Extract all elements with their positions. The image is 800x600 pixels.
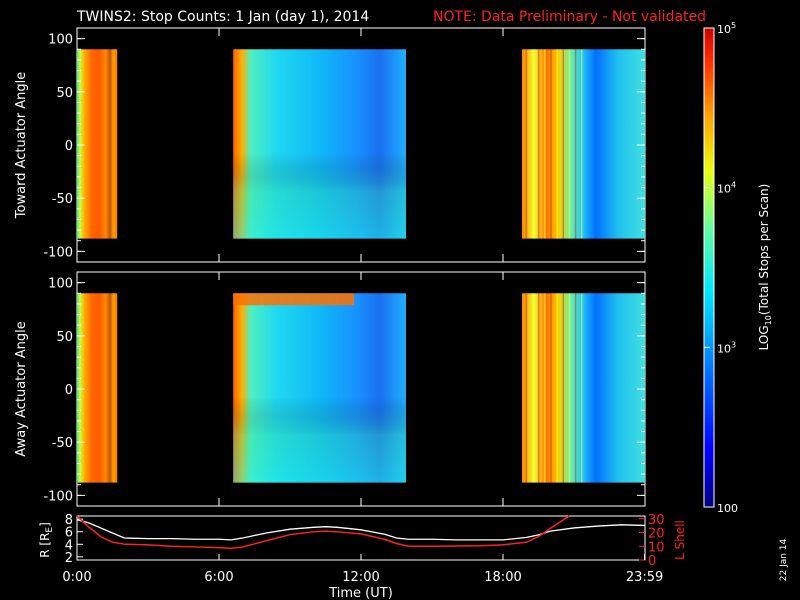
x-tick-label: 6:00 (204, 570, 233, 585)
r-label-part: R [R (38, 533, 52, 558)
colorbar-tick-label: 103 (717, 340, 736, 355)
r-label-close: ] (38, 522, 52, 527)
heatmap-blocks (77, 49, 645, 239)
y-tick-label: -50 (52, 192, 73, 207)
l-shell-label: L Shell (673, 520, 687, 560)
heatmap-stripe (544, 293, 546, 483)
y-tick-label: 0 (65, 139, 73, 154)
heatmap-stripe (531, 293, 534, 483)
tick-base: 10 (717, 342, 731, 355)
heatmap-stripe (537, 49, 540, 239)
colorbar-gradient (703, 27, 715, 508)
y-tick-label: -50 (52, 436, 73, 451)
y-tick-label: -100 (43, 489, 73, 504)
heatmap-stripe (568, 49, 571, 239)
l-tick-label: 30 (648, 513, 665, 528)
figure-title: TWINS2: Stop Counts: 1 Jan (day 1), 2014 (76, 9, 369, 25)
tick-base: 10 (717, 183, 731, 196)
heatmap-stripe (556, 293, 558, 483)
heatmap-stripe (581, 293, 583, 483)
colorbar-tick-label: 104 (717, 181, 736, 196)
y-tick-label: 100 (48, 33, 73, 48)
heatmap-stripe (562, 293, 565, 483)
tick-exponent: 4 (731, 181, 736, 190)
x-tick-label: 0:00 (62, 570, 91, 585)
heatmap-stripe (562, 49, 565, 239)
away-actuator-panel: 100 50 0 -50 -100 Away Actuator Angle (14, 271, 646, 507)
x-tick-label: 23:59 (626, 570, 663, 585)
preliminary-note: NOTE: Data Preliminary - Not validated (433, 9, 706, 25)
y-tick-label: 100 (48, 277, 73, 292)
heatmap-block-shade (233, 293, 406, 483)
r-series-line (76, 519, 645, 541)
tick-exponent: 5 (731, 21, 736, 30)
r-tick-label: 2 (65, 551, 73, 566)
heatmap-stripe (531, 49, 534, 239)
y-tick-label: 50 (56, 86, 73, 101)
y-axis-label: Toward Actuator Angle (14, 72, 29, 219)
r-axis-label: R [RE] (38, 522, 55, 558)
cb-label-log: LOG (757, 325, 771, 350)
tick-base: 100 (717, 502, 738, 515)
cb-label-rest: (Total Stops per Scan) (757, 184, 771, 315)
y-axis-label: Away Actuator Angle (14, 321, 29, 456)
colorbar-tick-label: 100 (717, 502, 738, 515)
r-tick-label: 6 (65, 526, 73, 541)
cb-label-sub: 10 (764, 315, 773, 325)
heatmap-stripe (568, 293, 571, 483)
heatmap-block (77, 293, 118, 483)
x-tick-label: 12:00 (342, 570, 379, 585)
heatmap-block (77, 49, 118, 239)
heatmap-stripe (550, 49, 552, 239)
heatmap-band (233, 293, 355, 306)
heatmap-stripe (574, 293, 577, 483)
l-shell-series-line (76, 515, 570, 550)
x-tick-label: 18:00 (484, 570, 521, 585)
l-tick-label: 10 (648, 540, 665, 555)
tick-exponent: 3 (731, 340, 736, 349)
y-axis: 100 50 0 -50 -100 (43, 28, 646, 262)
heatmap-block-shade (233, 49, 406, 239)
l-tick-label: 20 (648, 527, 665, 542)
heatmap-stripe (556, 49, 558, 239)
heatmap-stripe (525, 49, 528, 239)
r-tick-label: 8 (65, 513, 73, 528)
heatmap-stripe (574, 49, 577, 239)
y-tick-label: -100 (43, 245, 73, 260)
toward-actuator-panel: 100 50 0 -50 -100 Toward Actuator Angle (14, 27, 646, 263)
r-tick-label: 4 (65, 538, 73, 553)
y-axis: 100 50 0 -50 -100 (43, 272, 646, 506)
colorbar-label: LOG10(Total Stops per Scan) (757, 184, 773, 351)
tick-base: 10 (717, 23, 731, 36)
l-tick-label: 0 (648, 554, 656, 569)
side-date: 22 Jan 14 (779, 538, 789, 581)
heatmap-stripe (537, 293, 540, 483)
x-axis-label: Time (UT) (328, 586, 393, 600)
r-label-sub: E (45, 527, 55, 533)
colorbar-tick-label: 105 (717, 21, 736, 36)
heatmap-stripe (550, 293, 552, 483)
heatmap-stripe (544, 49, 546, 239)
heatmap-block (521, 293, 645, 483)
y-tick-label: 0 (65, 383, 73, 398)
heatmap-block (521, 49, 645, 239)
heatmap-stripe (525, 293, 528, 483)
heatmap-stripe (581, 49, 583, 239)
heatmap-blocks (77, 293, 645, 483)
orbit-lines (76, 515, 645, 550)
y-tick-label: 50 (56, 330, 73, 345)
